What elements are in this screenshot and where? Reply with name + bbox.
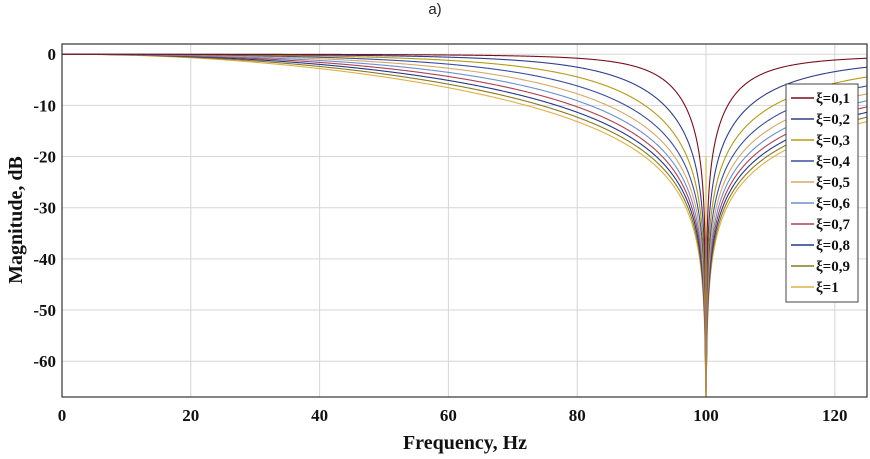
legend-entry: ξ=0,4 <box>816 154 850 170</box>
x-axis-label: Frequency, Hz <box>403 432 527 454</box>
series-line-0.8 <box>62 53 868 398</box>
grid <box>61 44 867 397</box>
legend-entry: ξ=0,1 <box>816 91 850 107</box>
y-tick-label: 0 <box>48 45 57 64</box>
y-tick-label: -20 <box>33 148 56 167</box>
x-tick-label: 100 <box>693 406 719 425</box>
series-line-1 <box>62 53 868 398</box>
x-tick-label: 60 <box>440 406 457 425</box>
series-line-0.1 <box>62 53 868 398</box>
legend: ξ=0,1 ξ=0,2 ξ=0,3 ξ=0,4 ξ=0,5 ξ=0,6 ξ=0,7 ξ=0,8… <box>785 83 859 303</box>
legend-entry: ξ=0,2 <box>816 112 850 128</box>
y-axis-label: Magnitude, dB <box>5 156 27 284</box>
legend-entry: ξ=0,7 <box>816 217 850 233</box>
y-tick-labels: 0 -10 -20 -30 -40 -50 -60 <box>33 45 56 371</box>
y-tick-label: -30 <box>33 199 56 218</box>
x-tick-label: 120 <box>822 406 848 425</box>
x-tick-label: 0 <box>58 406 67 425</box>
legend-entry: ξ=0,8 <box>816 238 850 254</box>
legend-entry: ξ=0,5 <box>816 175 850 191</box>
y-tick-label: -60 <box>33 352 56 371</box>
legend-entry: ξ=1 <box>816 280 839 296</box>
y-tick-label: -50 <box>33 301 56 320</box>
x-tick-labels: 0 20 40 60 80 100 120 <box>58 406 848 425</box>
plot-lines <box>62 53 868 398</box>
legend-entry: ξ=0,3 <box>816 133 850 149</box>
legend-entry: ξ=0,9 <box>816 259 850 275</box>
x-tick-label: 80 <box>569 406 586 425</box>
legend-entry: ξ=0,6 <box>816 196 850 212</box>
figure-caption: a) <box>428 1 441 18</box>
x-tick-label: 40 <box>311 406 328 425</box>
y-tick-label: -40 <box>33 250 56 269</box>
plot-frame <box>61 43 868 398</box>
y-tick-label: -10 <box>33 96 56 115</box>
series-line-0.9 <box>62 53 868 398</box>
x-tick-label: 20 <box>182 406 199 425</box>
